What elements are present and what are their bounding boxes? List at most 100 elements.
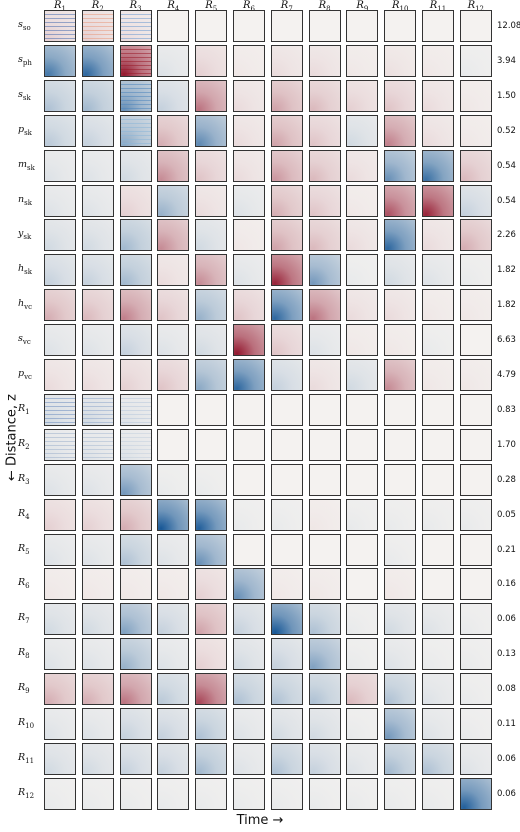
heatmap-cell bbox=[459, 149, 492, 182]
heatmap-cell bbox=[308, 289, 341, 322]
column-label-r5: R5 bbox=[205, 0, 218, 13]
heatmap-cell bbox=[270, 184, 303, 217]
column-label-r4: R4 bbox=[167, 0, 180, 13]
heatmap-cell bbox=[270, 289, 303, 322]
heatmap-cell bbox=[119, 638, 152, 671]
heatmap-cell bbox=[233, 149, 265, 182]
row-scale-value: 1.82 bbox=[497, 300, 516, 311]
heatmap-cell bbox=[157, 708, 190, 740]
heatmap-cell bbox=[233, 324, 265, 357]
heatmap-cell bbox=[384, 742, 417, 775]
row-scale-value: 1.82 bbox=[497, 265, 516, 276]
heatmap-cell bbox=[346, 219, 379, 252]
heatmap-cell bbox=[195, 777, 228, 810]
row-label-r-6: R6 bbox=[18, 577, 30, 591]
heatmap-cell bbox=[233, 742, 265, 775]
heatmap-cell bbox=[459, 324, 492, 357]
heatmap-cell bbox=[270, 638, 303, 671]
heatmap-cell bbox=[308, 777, 341, 810]
heatmap-cell bbox=[384, 184, 417, 217]
heatmap-cell bbox=[422, 393, 454, 426]
heatmap-cell bbox=[308, 463, 341, 496]
heatmap-cell bbox=[157, 79, 190, 112]
heatmap-cell bbox=[270, 673, 303, 706]
column-label-r7: R7 bbox=[280, 0, 293, 13]
heatmap-cell bbox=[233, 79, 265, 112]
row-scale-value: 0.21 bbox=[497, 544, 516, 555]
heatmap-cell bbox=[422, 777, 454, 810]
heatmap-cell bbox=[459, 44, 492, 77]
heatmap-cell bbox=[44, 359, 76, 391]
heatmap-cell bbox=[384, 44, 417, 77]
column-label-r10: R10 bbox=[391, 0, 409, 13]
heatmap-cell bbox=[119, 324, 152, 357]
heatmap-cell bbox=[81, 289, 114, 322]
heatmap-cell bbox=[459, 254, 492, 287]
heatmap-cell bbox=[195, 114, 228, 147]
heatmap-cell bbox=[157, 673, 190, 706]
heatmap-cell bbox=[346, 708, 379, 740]
heatmap-cell bbox=[308, 742, 341, 775]
heatmap-cell bbox=[233, 463, 265, 496]
heatmap-cell bbox=[81, 79, 114, 112]
heatmap-cell bbox=[346, 603, 379, 636]
heatmap-cell bbox=[346, 359, 379, 391]
row-scale-value: 0.28 bbox=[497, 474, 516, 485]
heatmap-cell bbox=[270, 254, 303, 287]
heatmap-cell bbox=[459, 114, 492, 147]
heatmap-cell bbox=[81, 254, 114, 287]
heatmap-cell bbox=[157, 603, 190, 636]
heatmap-cell bbox=[233, 638, 265, 671]
heatmap-cell bbox=[119, 359, 152, 391]
heatmap-cell bbox=[422, 673, 454, 706]
heatmap-cell bbox=[270, 708, 303, 740]
row-label-p-sk: psk bbox=[18, 123, 32, 137]
heatmap-cell bbox=[195, 10, 228, 42]
heatmap-cell bbox=[346, 149, 379, 182]
heatmap-cell bbox=[81, 219, 114, 252]
heatmap-cell bbox=[81, 777, 114, 810]
row-scale-value: 0.06 bbox=[497, 753, 516, 764]
heatmap-cell bbox=[384, 708, 417, 740]
column-label-r1: R1 bbox=[54, 0, 66, 13]
heatmap-cell bbox=[195, 184, 228, 217]
row-label-y-sk: ysk bbox=[18, 228, 32, 242]
heatmap-cell bbox=[422, 184, 454, 217]
row-scale-value: 1.50 bbox=[497, 90, 516, 101]
heatmap-cell bbox=[384, 638, 417, 671]
row-label-r-5: R5 bbox=[18, 542, 30, 556]
heatmap-cell bbox=[308, 568, 341, 601]
heatmap-cell bbox=[346, 673, 379, 706]
row-label-r-1: R1 bbox=[18, 402, 30, 416]
heatmap-cell bbox=[459, 184, 492, 217]
heatmap-cell bbox=[422, 568, 454, 601]
heatmap-cell bbox=[119, 393, 152, 426]
heatmap-cell bbox=[233, 673, 265, 706]
heatmap-cell bbox=[195, 254, 228, 287]
heatmap-cell bbox=[195, 359, 228, 391]
heatmap-cell bbox=[459, 498, 492, 531]
heatmap-cell bbox=[233, 254, 265, 287]
heatmap-cell bbox=[346, 10, 379, 42]
heatmap-cell bbox=[308, 44, 341, 77]
heatmap-cell bbox=[119, 533, 152, 566]
row-label-s-so: sso bbox=[18, 19, 31, 32]
heatmap-cell bbox=[44, 742, 76, 775]
heatmap-cell bbox=[384, 79, 417, 112]
heatmap-cell bbox=[44, 289, 76, 322]
row-label-r-10: R10 bbox=[18, 717, 35, 730]
heatmap-cell bbox=[422, 254, 454, 287]
row-scale-value: 0.54 bbox=[497, 160, 516, 171]
heatmap-cell bbox=[308, 184, 341, 217]
heatmap-cell bbox=[195, 498, 228, 531]
heatmap-cell bbox=[459, 219, 492, 252]
heatmap-cell bbox=[81, 742, 114, 775]
heatmap-cell bbox=[384, 359, 417, 391]
heatmap-cell bbox=[195, 463, 228, 496]
heatmap-cell bbox=[119, 428, 152, 461]
heatmap-cell bbox=[44, 463, 76, 496]
heatmap-cell bbox=[157, 149, 190, 182]
heatmap-cell bbox=[195, 568, 228, 601]
heatmap-cell bbox=[422, 603, 454, 636]
heatmap-cell bbox=[44, 638, 76, 671]
